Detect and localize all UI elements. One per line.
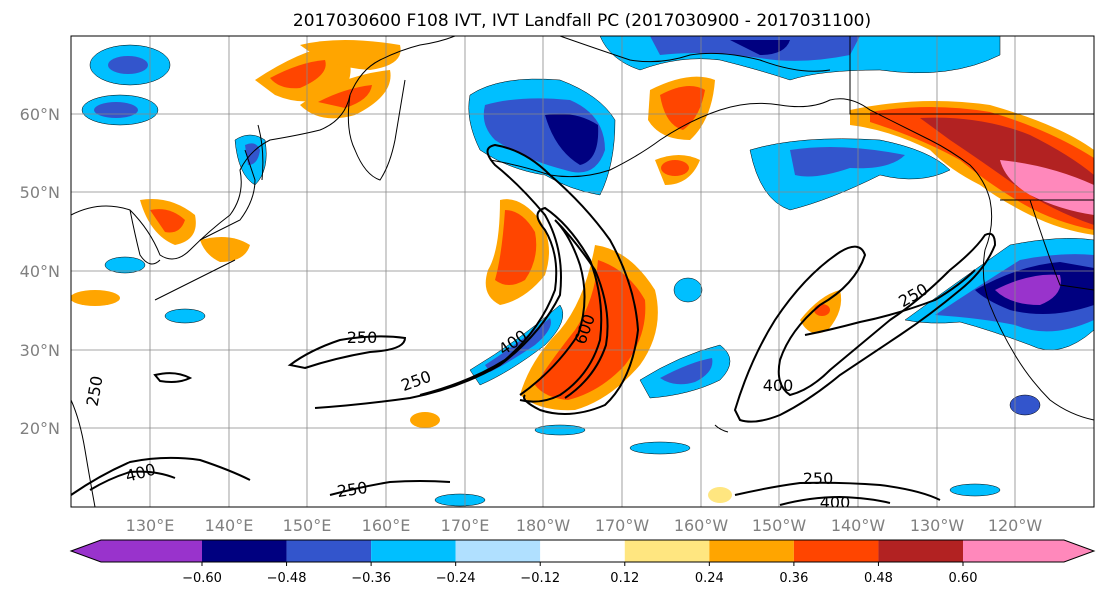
coastlines (71, 36, 1094, 507)
colorbar-segment (286, 540, 372, 562)
colorbar-segment (624, 540, 710, 562)
lon-label-160w: 160°W (674, 516, 729, 535)
latitude-labels: 20°N 30°N 40°N 50°N 60°N (20, 105, 60, 438)
lon-label-120w: 120°W (988, 516, 1043, 535)
lon-label-180w: 180°W (516, 516, 571, 535)
colorbar-outline (69, 539, 1096, 563)
lat-label-50n: 50°N (20, 183, 60, 202)
colorbar-tick-label: 0.48 (864, 571, 893, 586)
colorbar-segment (709, 540, 794, 562)
lon-label-160e: 160°E (362, 516, 411, 535)
map-frame (70, 35, 1095, 508)
lat-label-30n: 30°N (20, 341, 60, 360)
colorbar-tick-label: 0.60 (949, 571, 978, 586)
lon-label-150e: 150°E (283, 516, 332, 535)
contour-label-400-east: 400 (763, 376, 794, 395)
colorbar-tick-label: 0.24 (695, 571, 724, 586)
lon-label-170w: 170°W (595, 516, 650, 535)
colorbar-segment (202, 540, 287, 562)
colorbar-segment (540, 540, 625, 562)
ivt-shading (71, 36, 1094, 507)
lat-label-40n: 40°N (20, 262, 60, 281)
figure-title: 2017030600 F108 IVT, IVT Landfall PC (20… (293, 11, 871, 31)
colorbar-tick-label: 0.12 (610, 571, 639, 586)
colorbar-tick-label: −0.36 (351, 571, 391, 586)
colorbar-segment (793, 540, 879, 562)
colorbar-tick-label: −0.12 (520, 571, 560, 586)
lon-label-150w: 150°W (752, 516, 807, 535)
contour-label-400-southeast: 400 (820, 493, 851, 512)
colorbar-segment (878, 540, 963, 562)
lon-label-130e: 130°E (126, 516, 175, 535)
lon-label-130w: 130°W (910, 516, 965, 535)
map-gridlines (71, 36, 1094, 507)
colorbar-tick-label: 0.36 (779, 571, 808, 586)
lat-label-60n: 60°N (20, 105, 60, 124)
colorbar-segment-min (71, 540, 202, 562)
lat-label-20n: 20°N (20, 419, 60, 438)
lon-label-140w: 140°W (831, 516, 886, 535)
colorbar-segment (455, 540, 541, 562)
contour-label-250-south: 250 (336, 478, 369, 501)
lon-label-140e: 140°E (205, 516, 254, 535)
map-panel: 250 250 250 250 250 250 400 400 400 400 … (71, 36, 1094, 512)
colorbar-tick-label: −0.48 (267, 571, 307, 586)
lon-label-170e: 170°E (441, 516, 490, 535)
colorbar-segment (371, 540, 456, 562)
colorbar: −0.60 −0.48 −0.36 −0.24 −0.12 0.12 0.24 0.36 0.4… (69, 539, 1096, 586)
longitude-labels: 130°E 140°E 150°E 160°E 170°E 180°W 170°… (126, 516, 1043, 535)
ivt-contours (71, 143, 997, 506)
contour-label-250-southeast: 250 (803, 469, 834, 488)
colorbar-tick-label: −0.24 (436, 571, 476, 586)
colorbar-tick-label: −0.60 (182, 571, 222, 586)
colorbar-segment-max (963, 540, 1094, 562)
contour-label-250-west: 250 (347, 328, 378, 347)
